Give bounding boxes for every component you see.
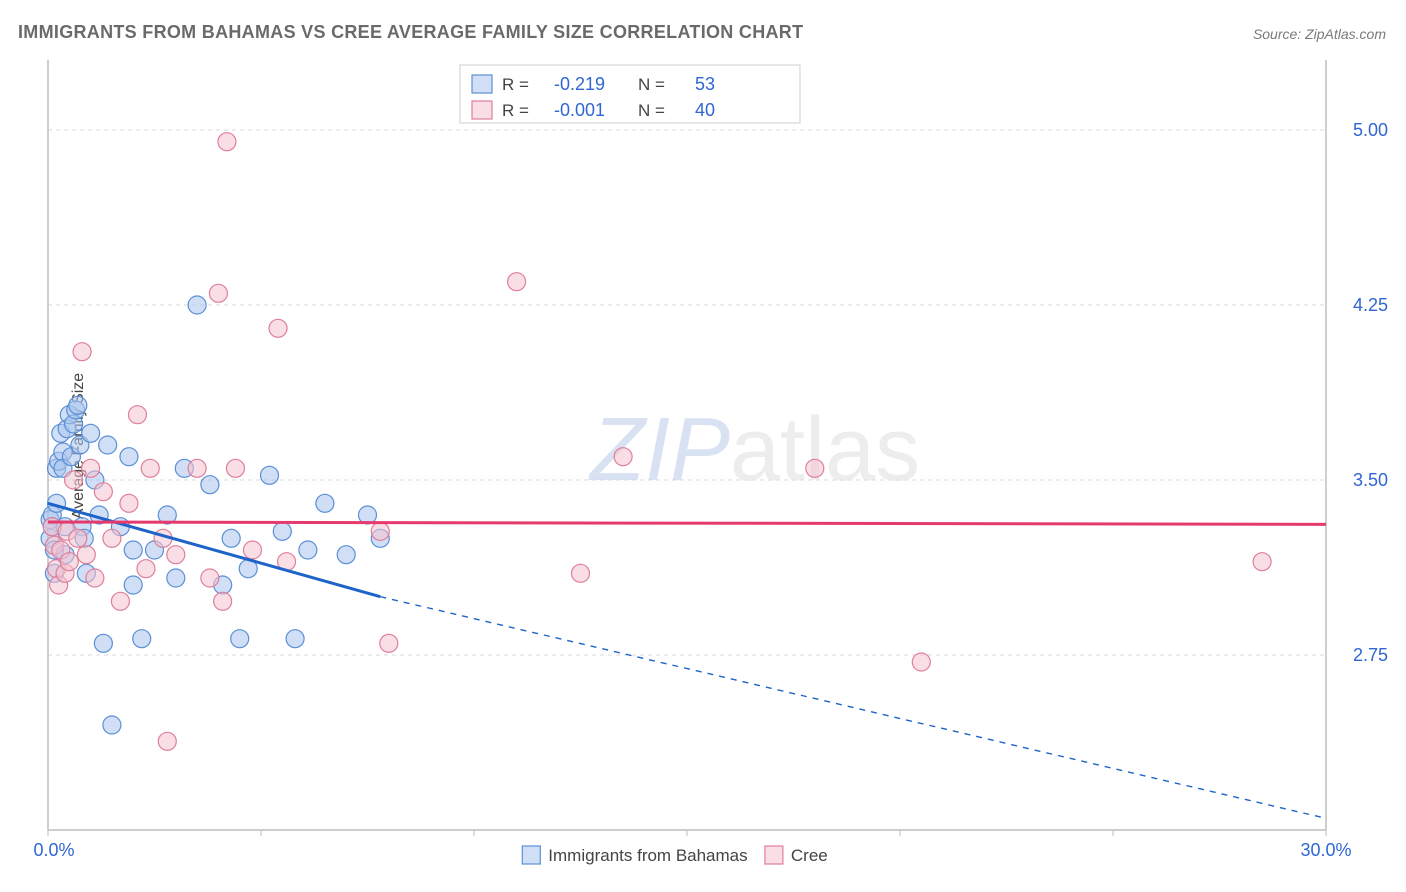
data-point-cree (77, 546, 95, 564)
data-point-cree (218, 133, 236, 151)
chart-canvas: 2.75 3.50 4.25 5.00 ZIPatlas 0.0% 30.0% R = -0.2… (0, 0, 1406, 892)
data-point-cree (128, 406, 146, 424)
legend-n-label: N = (638, 75, 665, 94)
data-point-cree (167, 546, 185, 564)
data-point-cree (158, 732, 176, 750)
data-point-cree (226, 459, 244, 477)
data-point-bahamas (82, 424, 100, 442)
legend-bottom-label-bahamas: Immigrants from Bahamas (548, 846, 747, 865)
data-point-bahamas (94, 634, 112, 652)
data-point-cree (86, 569, 104, 587)
y-tick-label: 3.50 (1353, 470, 1388, 490)
data-point-cree (69, 529, 87, 547)
data-point-cree (380, 634, 398, 652)
legend-swatch-bahamas (472, 75, 492, 93)
data-point-cree (806, 459, 824, 477)
data-point-cree (243, 541, 261, 559)
legend-bottom-label-cree: Cree (791, 846, 828, 865)
data-point-cree (65, 471, 83, 489)
data-point-cree (94, 483, 112, 501)
data-point-cree (141, 459, 159, 477)
x-tick-label: 30.0% (1300, 840, 1351, 860)
data-point-cree (201, 569, 219, 587)
data-point-bahamas (69, 396, 87, 414)
data-point-cree (269, 319, 287, 337)
trend-cree (48, 522, 1326, 524)
data-point-cree (60, 553, 78, 571)
data-point-cree (137, 560, 155, 578)
legend-bottom-swatch-bahamas (522, 846, 540, 864)
data-point-cree (371, 522, 389, 540)
data-point-cree (103, 529, 121, 547)
x-tick-label: 0.0% (33, 840, 74, 860)
data-point-cree (188, 459, 206, 477)
data-point-bahamas (99, 436, 117, 454)
data-point-bahamas (124, 541, 142, 559)
trend-bahamas-dash (380, 597, 1326, 819)
legend-r-label: R = (502, 75, 529, 94)
data-point-cree (111, 592, 129, 610)
legend-n-label: N = (638, 101, 665, 120)
legend-n-value: 53 (695, 74, 715, 94)
legend-r-value: -0.219 (554, 74, 605, 94)
data-point-bahamas (103, 716, 121, 734)
legend-bottom-swatch-cree (765, 846, 783, 864)
legend-swatch-cree (472, 101, 492, 119)
data-point-cree (214, 592, 232, 610)
data-point-bahamas (273, 522, 291, 540)
y-tick-label: 4.25 (1353, 295, 1388, 315)
data-point-cree (1253, 553, 1271, 571)
data-point-cree (572, 564, 590, 582)
data-point-cree (912, 653, 930, 671)
data-point-bahamas (231, 630, 249, 648)
legend-n-value: 40 (695, 100, 715, 120)
data-point-bahamas (286, 630, 304, 648)
data-point-cree (82, 459, 100, 477)
data-point-cree (73, 343, 91, 361)
legend-r-label: R = (502, 101, 529, 120)
data-point-bahamas (167, 569, 185, 587)
data-point-bahamas (201, 476, 219, 494)
data-point-bahamas (124, 576, 142, 594)
y-tick-label: 5.00 (1353, 120, 1388, 140)
data-point-bahamas (188, 296, 206, 314)
legend-r-value: -0.001 (554, 100, 605, 120)
data-point-cree (508, 273, 526, 291)
data-point-bahamas (222, 529, 240, 547)
data-point-bahamas (261, 466, 279, 484)
data-point-cree (209, 284, 227, 302)
y-tick-label: 2.75 (1353, 645, 1388, 665)
watermark: atlas (730, 400, 920, 500)
data-point-cree (120, 494, 138, 512)
data-point-bahamas (299, 541, 317, 559)
data-point-bahamas (133, 630, 151, 648)
data-point-cree (614, 448, 632, 466)
data-point-bahamas (120, 448, 138, 466)
watermark: ZIP (588, 400, 730, 500)
data-point-bahamas (316, 494, 334, 512)
data-point-bahamas (337, 546, 355, 564)
